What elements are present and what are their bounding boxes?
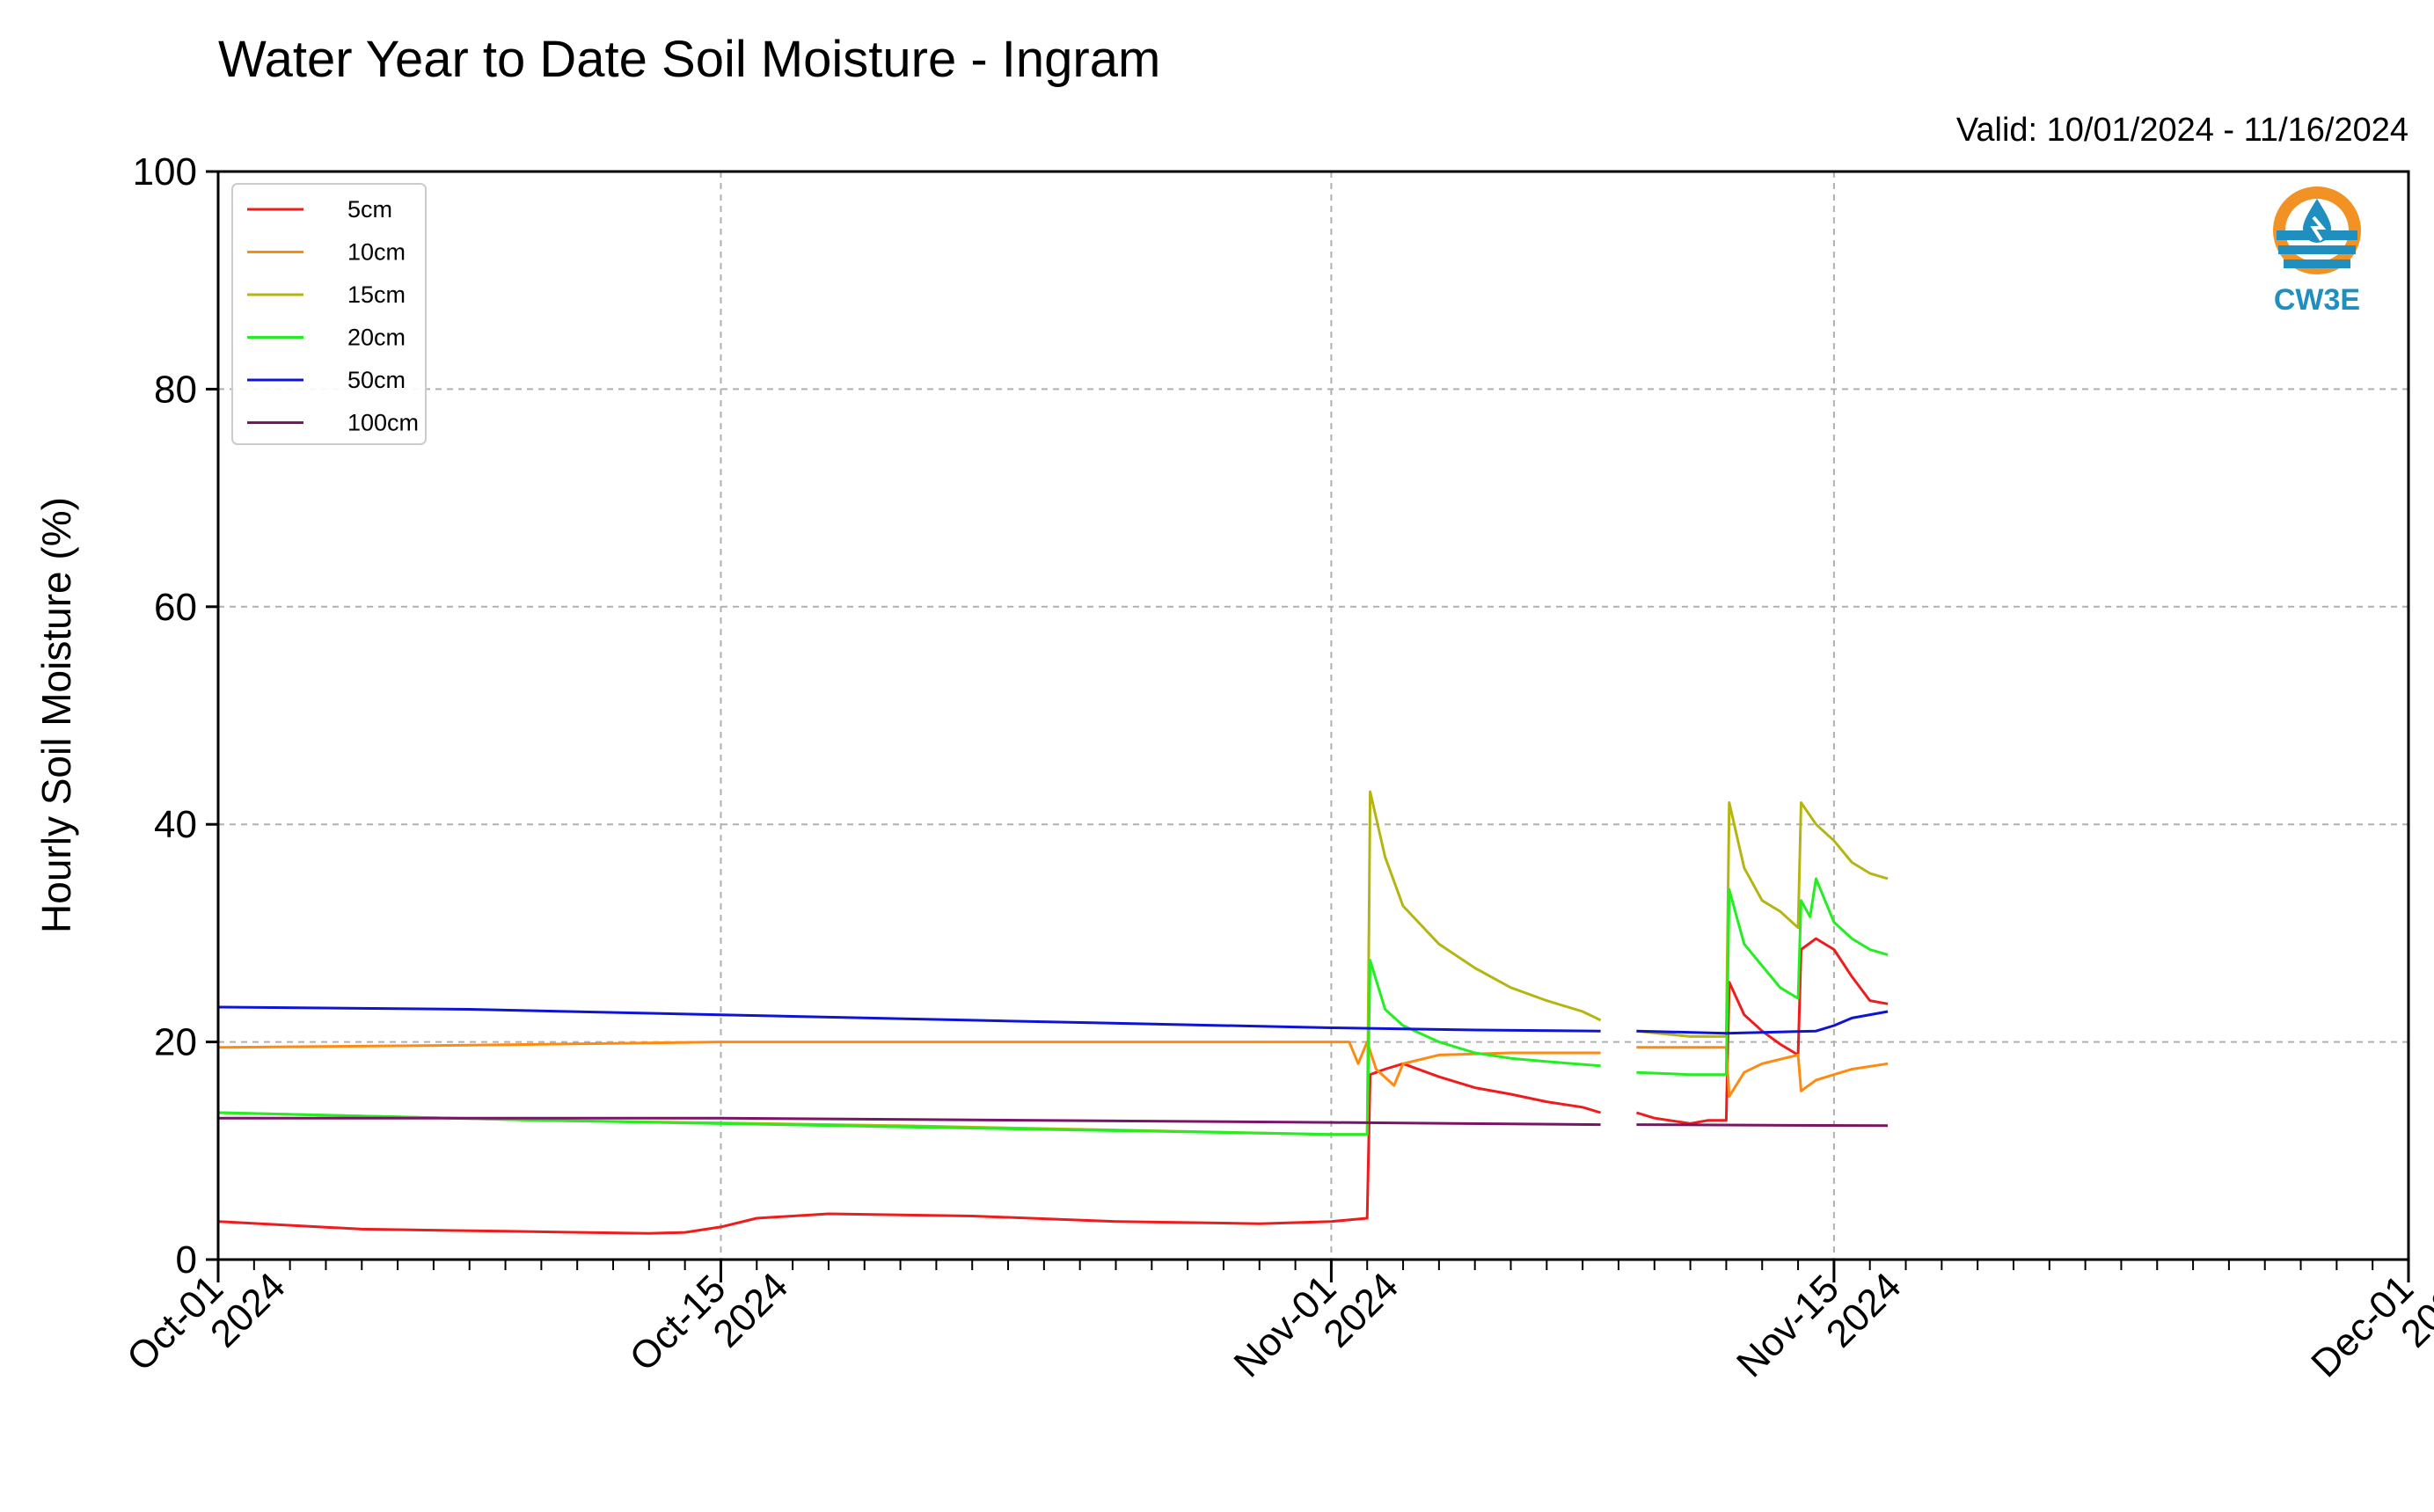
series-line-5cm [217,937,1889,1235]
grid-lines [218,172,2408,1260]
y-tick-label: 80 [154,368,197,411]
legend-label-100cm: 100cm [347,410,419,436]
y-axis-label: Hourly Soil Moisture (%) [33,497,79,933]
y-tick-label: 40 [154,803,197,846]
legend-frame [231,183,427,445]
legend: 5cm 10cm 15cm 20cm 50cm 100cm [231,183,427,445]
legend-label-50cm: 50cm [347,367,406,393]
plot-frame [216,170,2410,1261]
series-line-50cm [217,1005,1889,1035]
legend-label-15cm: 15cm [347,281,406,308]
series-lines [217,790,1889,1235]
water-drop-logo-icon [2273,186,2361,274]
series-line-15cm [217,790,1889,1136]
y-tick-label: 60 [154,586,197,629]
valid-range: Valid: 10/01/2024 - 11/16/2024 [1956,112,2408,149]
y-tick-labels: 0 20 40 60 80 100 [133,150,197,1282]
logo-text: CW3E [2274,283,2360,317]
legend-label-10cm: 10cm [347,239,406,266]
series-line-100cm [218,1116,1889,1128]
y-tick-label: 0 [176,1238,197,1282]
y-tick-label: 100 [133,150,197,194]
series-line-10cm [217,1041,1889,1098]
y-tick-label: 20 [154,1021,197,1064]
legend-label-5cm: 5cm [347,196,392,223]
legend-label-20cm: 20cm [347,325,406,351]
chart-title: Water Year to Date Soil Moisture - Ingra… [218,31,1160,88]
cw3e-logo: CW3E [2273,186,2361,317]
series-line-20cm [217,877,1889,1136]
axis-ticks [206,170,2410,1282]
